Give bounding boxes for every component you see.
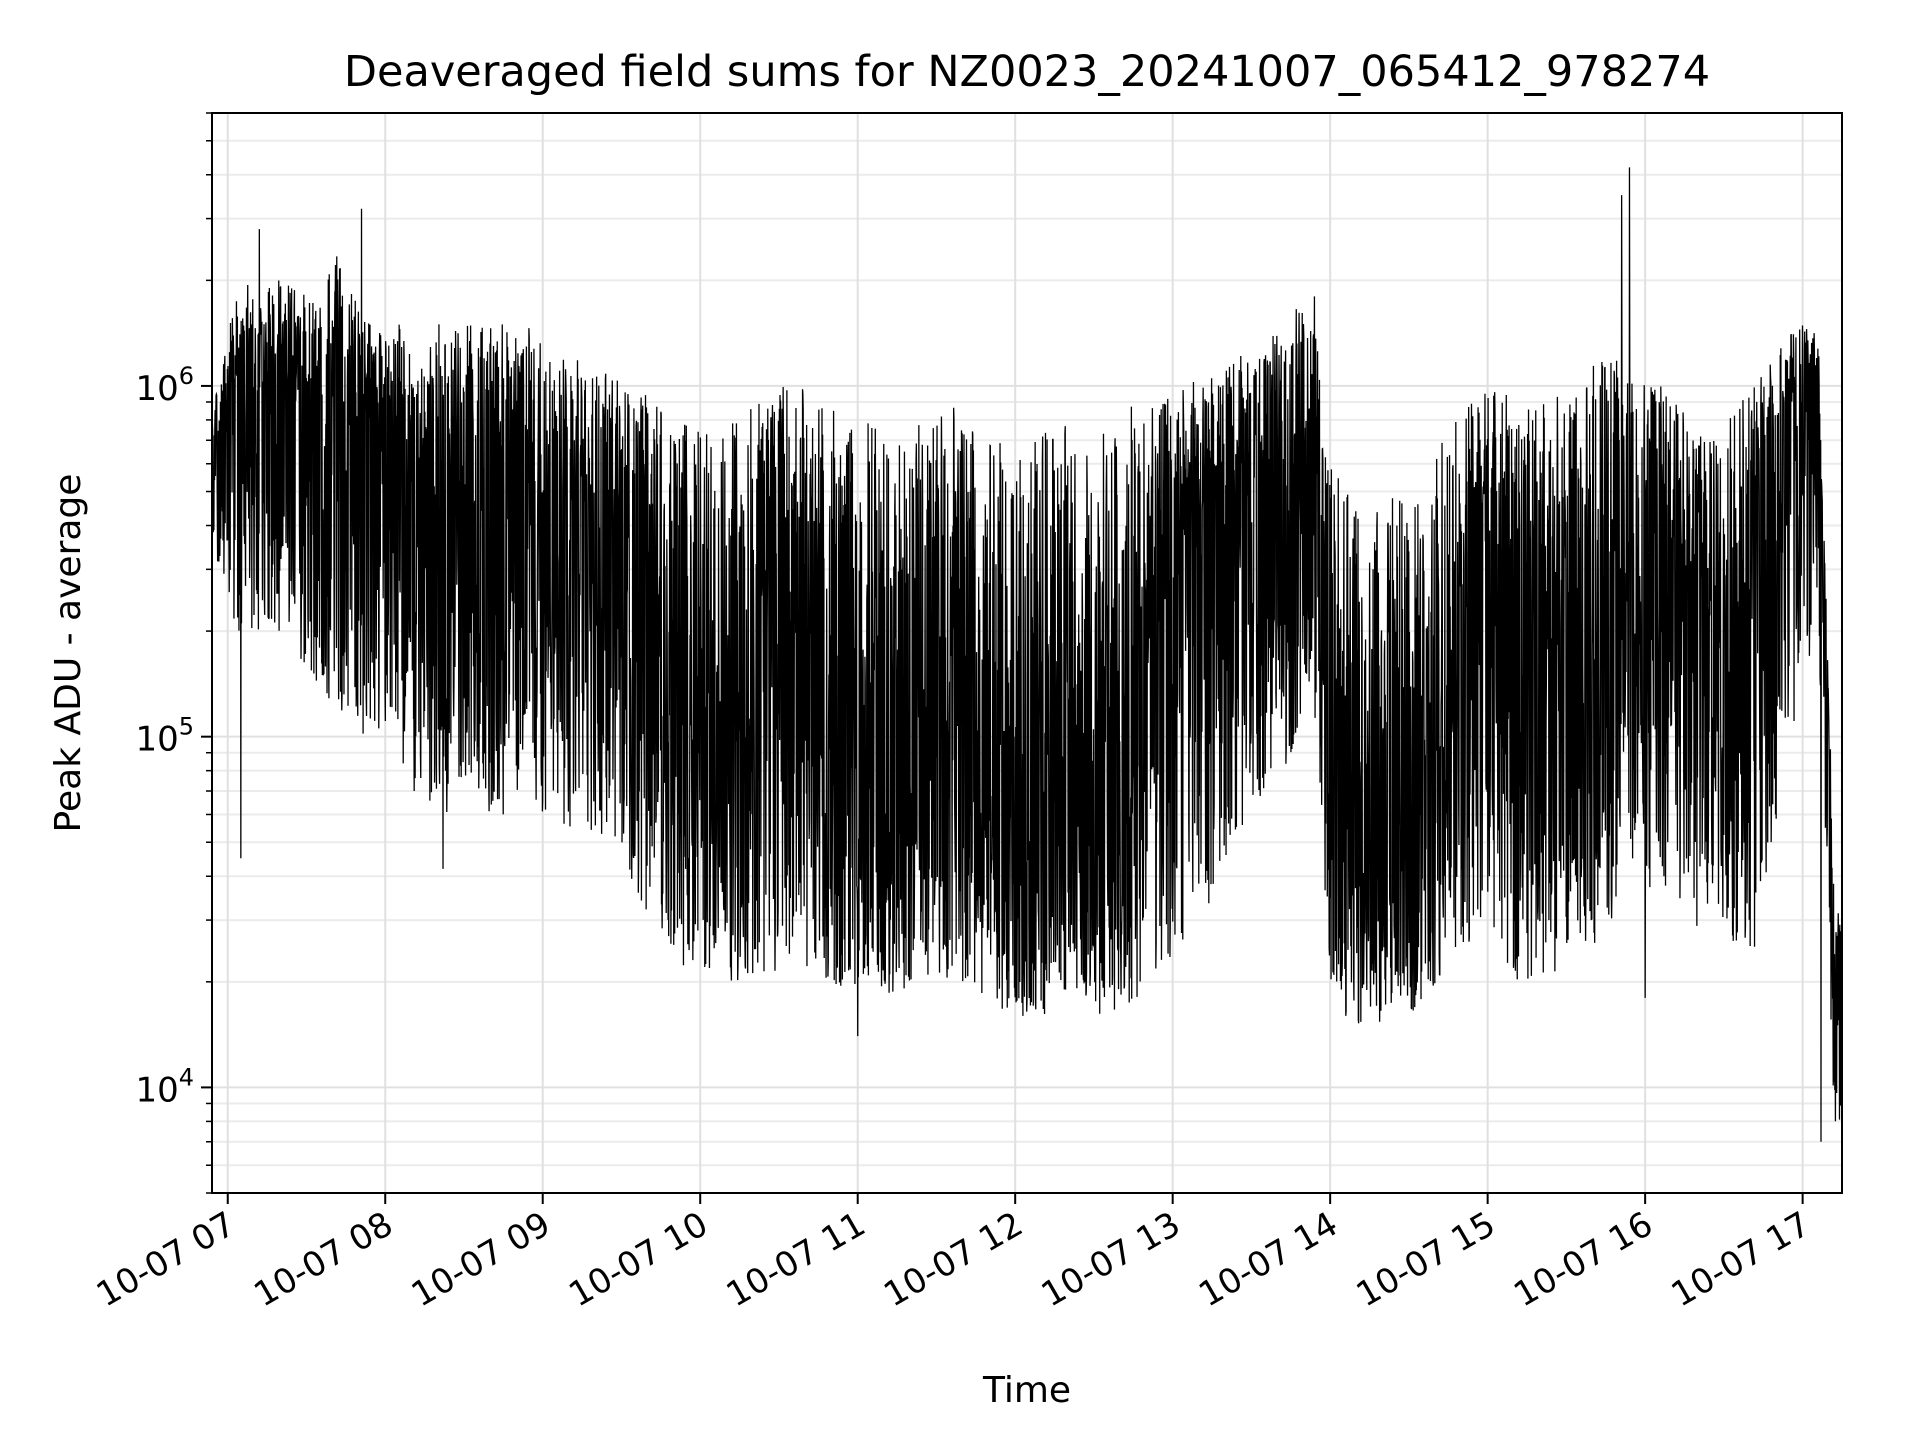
plot-frame — [211, 112, 1843, 1194]
chart-title: Deaveraged field sums for NZ0023_2024100… — [344, 47, 1710, 97]
series-group — [211, 167, 1843, 1142]
y-tick-label: 105 — [135, 713, 194, 760]
y-tick-label: 106 — [135, 362, 194, 409]
y-tick-label: 104 — [135, 1063, 194, 1110]
y-axis-label: Peak ADU - average — [48, 474, 89, 833]
series-line — [211, 167, 1843, 1142]
x-axis-label: Time — [982, 1370, 1071, 1411]
